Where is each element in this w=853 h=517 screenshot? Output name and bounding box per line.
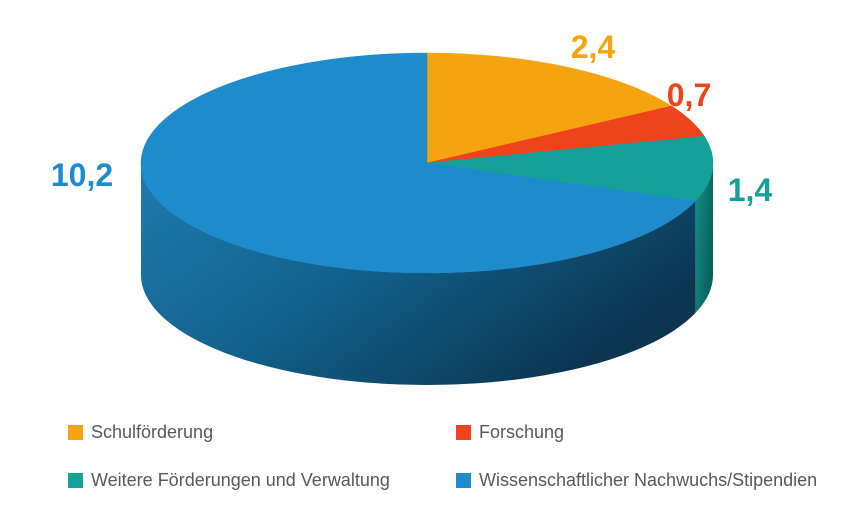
pie-chart-3d	[140, 52, 714, 386]
value-label-weitere-foerderungen: 1,4	[727, 172, 773, 208]
legend-swatch-wissenschaftlicher-nachwuchs	[456, 472, 471, 488]
legend-label-weitere-foerderungen: Weitere Förderungen und Verwaltung	[91, 470, 390, 490]
pie-slice-3	[140, 52, 696, 274]
value-label-schulfoerderung: 2,4	[570, 29, 616, 65]
legend-item-wissenschaftlicher-nachwuchs: Wissenschaftlicher Nachwuchs/Stipendien	[456, 470, 818, 490]
pie-side-2	[695, 163, 714, 313]
legend-item-schulfoerderung: Schulförderung	[68, 422, 214, 442]
legend-item-weitere-foerderungen: Weitere Förderungen und Verwaltung	[68, 470, 390, 490]
value-label-forschung: 0,7	[666, 77, 712, 113]
pie-slice-0	[426, 52, 673, 164]
legend-label-forschung: Forschung	[479, 422, 565, 442]
legend-label-schulfoerderung: Schulförderung	[91, 422, 214, 442]
pie-side-3	[141, 163, 696, 386]
pie-slice-2	[426, 135, 714, 202]
legend-swatch-schulfoerderung	[68, 424, 83, 440]
legend-item-forschung: Forschung	[456, 422, 565, 442]
legend-swatch-forschung	[456, 424, 471, 440]
legend-label-wissenschaftlicher-nachwuchs: Wissenschaftlicher Nachwuchs/Stipendien	[479, 470, 818, 490]
legend-swatch-weitere-foerderungen	[68, 472, 83, 488]
value-label-wissenschaftlicher-nachwuchs: 10,2	[50, 157, 114, 193]
